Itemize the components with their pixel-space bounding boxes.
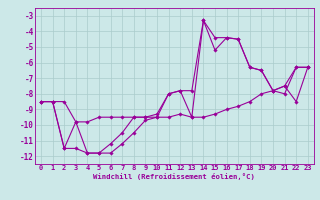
X-axis label: Windchill (Refroidissement éolien,°C): Windchill (Refroidissement éolien,°C) xyxy=(93,173,255,180)
